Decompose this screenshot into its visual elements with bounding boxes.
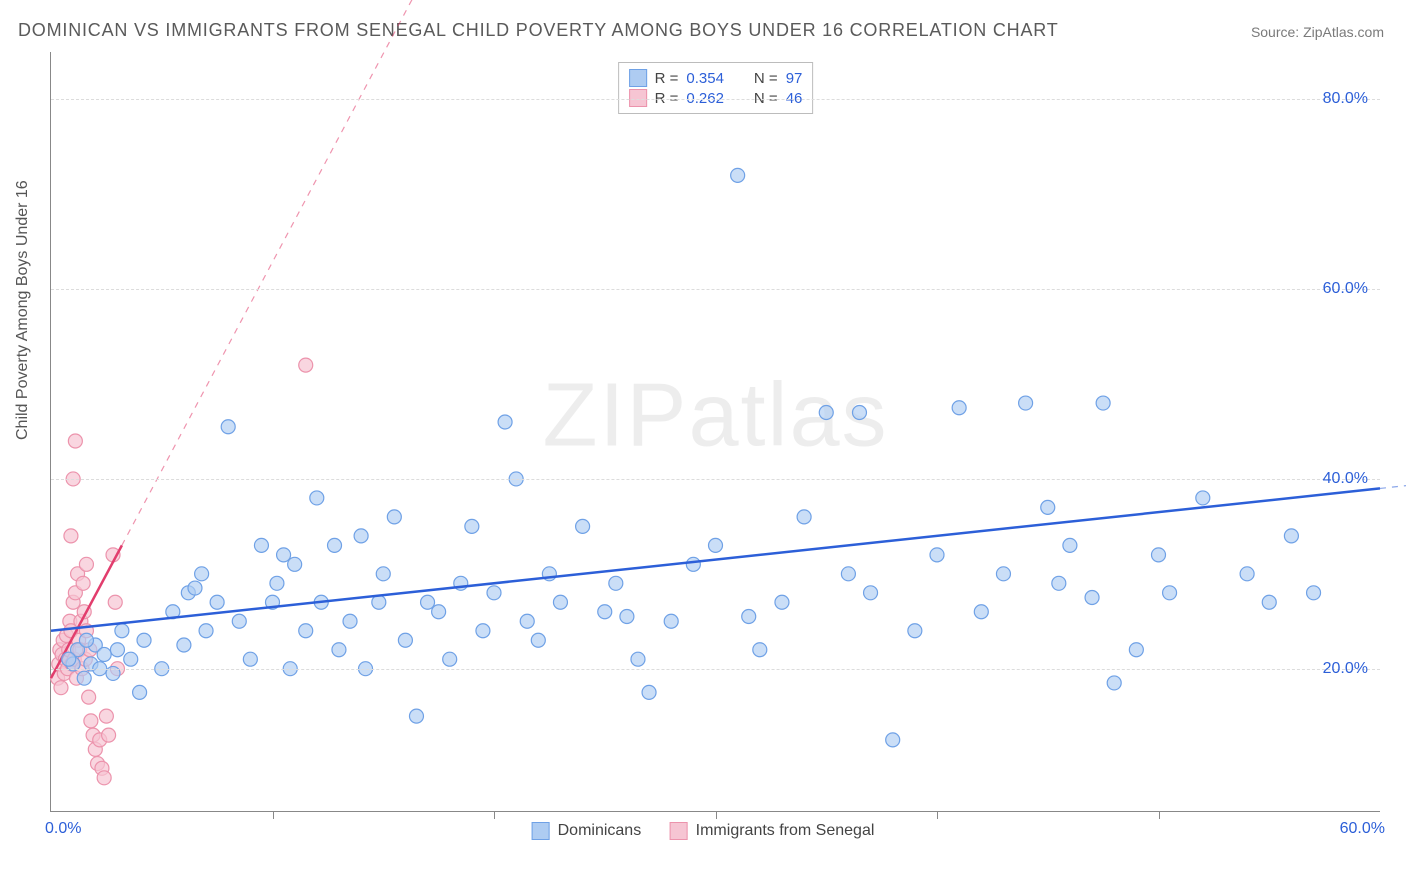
legend-swatch-icon bbox=[670, 822, 688, 840]
legend-item-dominicans: Dominicans bbox=[532, 822, 642, 840]
series-legend: Dominicans Immigrants from Senegal bbox=[520, 822, 887, 845]
x-axis-min-label: 0.0% bbox=[45, 820, 81, 838]
chart-title: DOMINICAN VS IMMIGRANTS FROM SENEGAL CHI… bbox=[18, 20, 1059, 41]
legend-item-senegal: Immigrants from Senegal bbox=[670, 822, 875, 840]
legend-row-dominicans: R = 0.354 N = 97 bbox=[629, 69, 803, 87]
r-value: 0.354 bbox=[686, 70, 724, 87]
r-label: R = bbox=[655, 70, 679, 87]
y-tick-label: 60.0% bbox=[1323, 280, 1368, 298]
x-axis-max-label: 60.0% bbox=[1340, 820, 1385, 838]
chart-svg bbox=[51, 52, 1380, 811]
legend-swatch-icon bbox=[629, 89, 647, 107]
legend-item-label: Immigrants from Senegal bbox=[696, 822, 875, 840]
source-label: Source: ZipAtlas.com bbox=[1251, 24, 1384, 40]
plot-area: ZIPatlas R = 0.354 N = 97 R = 0.262 N = … bbox=[50, 52, 1380, 812]
y-tick-label: 20.0% bbox=[1323, 660, 1368, 678]
legend-item-label: Dominicans bbox=[558, 822, 642, 840]
correlation-legend: R = 0.354 N = 97 R = 0.262 N = 46 bbox=[618, 62, 814, 114]
r-label: R = bbox=[655, 90, 679, 107]
n-value: 46 bbox=[786, 90, 803, 107]
legend-swatch-icon bbox=[532, 822, 550, 840]
n-value: 97 bbox=[786, 70, 803, 87]
legend-row-senegal: R = 0.262 N = 46 bbox=[629, 89, 803, 107]
chart-container: { "title": "DOMINICAN VS IMMIGRANTS FROM… bbox=[0, 0, 1406, 892]
y-axis-label: Child Poverty Among Boys Under 16 bbox=[14, 180, 32, 440]
legend-swatch-icon bbox=[629, 69, 647, 87]
y-tick-label: 40.0% bbox=[1323, 470, 1368, 488]
n-label: N = bbox=[754, 90, 778, 107]
r-value: 0.262 bbox=[686, 90, 724, 107]
n-label: N = bbox=[754, 70, 778, 87]
y-tick-label: 80.0% bbox=[1323, 90, 1368, 108]
